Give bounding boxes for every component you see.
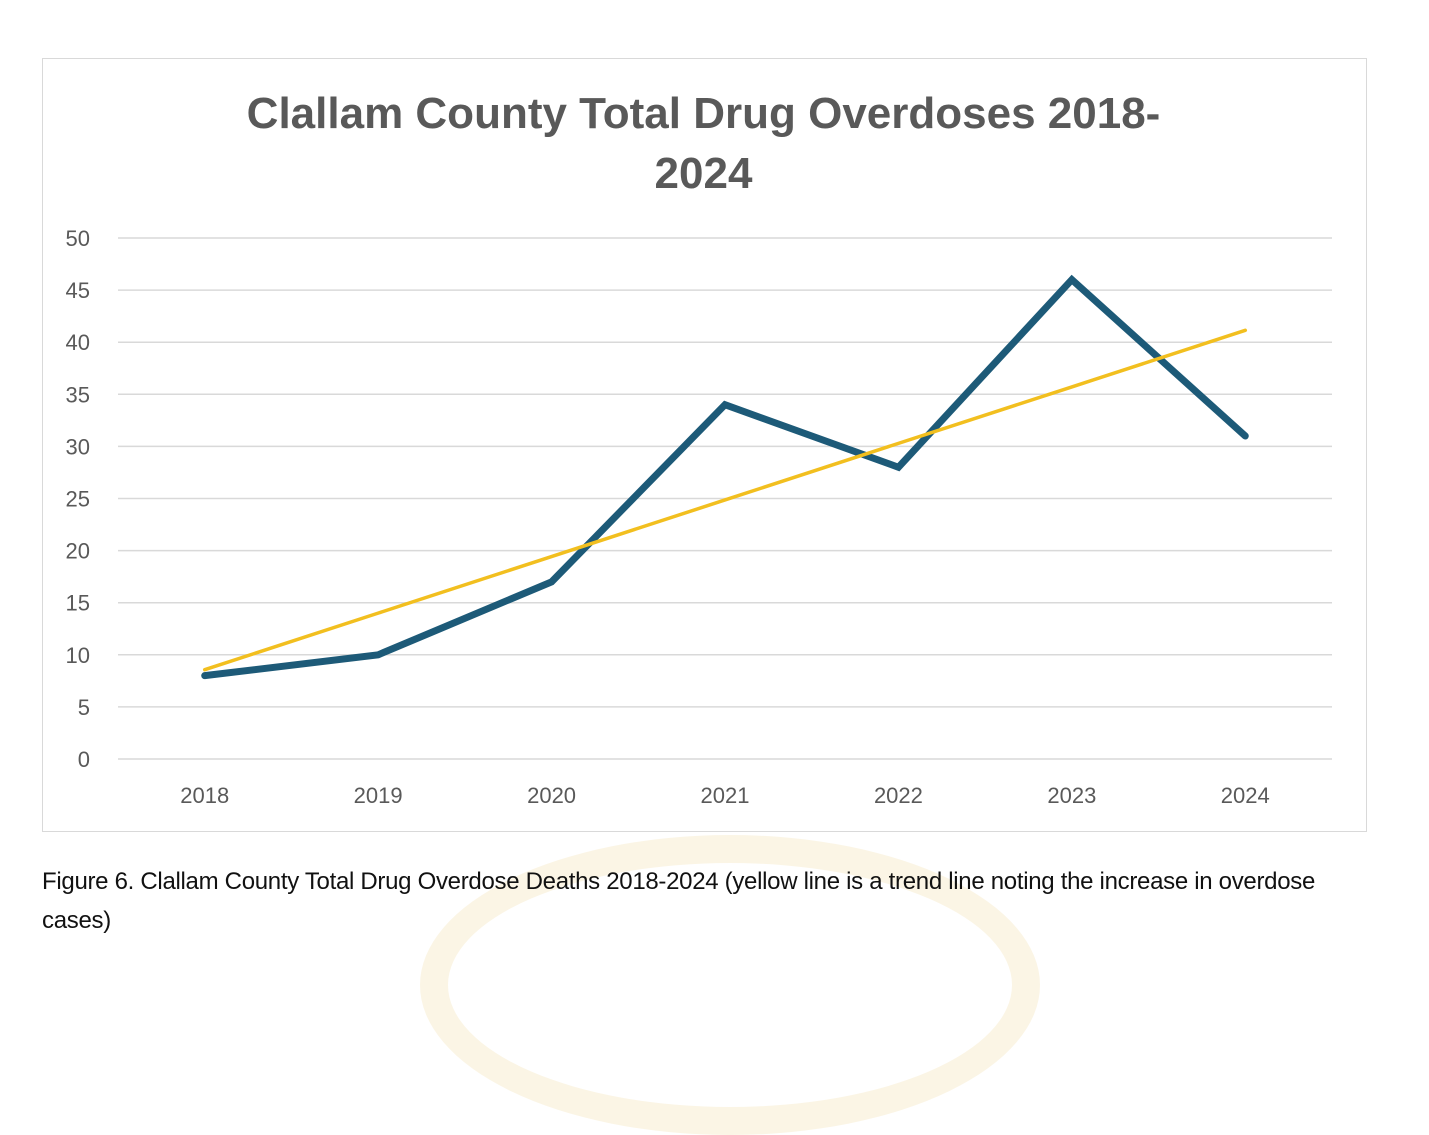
y-tick-label: 50	[66, 226, 90, 251]
y-tick-label: 30	[66, 434, 90, 459]
y-tick-label: 45	[66, 278, 90, 303]
y-tick-label: 40	[66, 330, 90, 355]
x-tick-label: 2023	[1047, 783, 1096, 808]
y-tick-label: 10	[66, 643, 90, 668]
x-tick-label: 2022	[874, 783, 923, 808]
trend-line	[205, 330, 1246, 669]
line-chart: 0 5 10 15 20 25 30 35 40 45 50 2018 2019 2020 2021 2022…	[0, 0, 1429, 942]
x-tick-label: 2020	[527, 783, 576, 808]
y-tick-label: 5	[78, 695, 90, 720]
y-tick-label: 20	[66, 539, 90, 564]
y-tick-label: 15	[66, 591, 90, 616]
x-tick-label: 2018	[180, 783, 229, 808]
y-tick-label: 35	[66, 382, 90, 407]
y-tick-label: 25	[66, 487, 90, 512]
x-tick-label: 2019	[354, 783, 403, 808]
overdose-series-line	[205, 280, 1246, 676]
x-tick-label: 2024	[1221, 783, 1270, 808]
y-tick-label: 0	[78, 747, 90, 772]
figure-caption: Figure 6. Clallam County Total Drug Over…	[42, 862, 1382, 940]
x-tick-label: 2021	[701, 783, 750, 808]
